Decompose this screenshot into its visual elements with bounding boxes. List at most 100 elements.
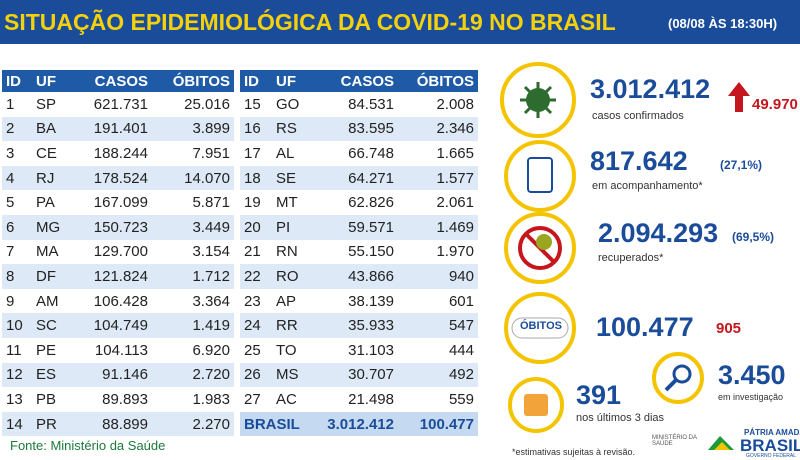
monitoring-label: em acompanhamento* (592, 180, 703, 192)
table-cell: 20 (244, 218, 261, 236)
table-cell: 7.951 (192, 144, 230, 162)
table-row: 23 AP 38.139 601 (240, 289, 478, 314)
table-cell: 26 (244, 366, 261, 384)
table-right: ID UF CASOS ÓBITOS 15 GO 84.531 2.008 16 RS 83.595… (240, 70, 478, 437)
table-cell: SE (276, 169, 297, 187)
table-row: 5 PA 167.099 5.871 (2, 190, 234, 215)
investigation-icon (652, 352, 704, 404)
table-row: 3 CE 188.244 7.951 (2, 141, 234, 166)
table-cell: 3 (6, 144, 15, 162)
table-cell: 7 (6, 243, 15, 261)
table-cell: RR (276, 317, 298, 335)
table-cell: RO (276, 267, 299, 285)
table-cell: 27 (244, 390, 261, 408)
table-cell: PI (276, 218, 291, 236)
confirmed-increase: 49.970 (752, 96, 798, 113)
table-cell: 8 (6, 267, 15, 285)
table-cell: 3.364 (192, 292, 230, 310)
table-row: 15 GO 84.531 2.008 (240, 92, 478, 117)
table-cell: 66.748 (348, 144, 394, 162)
table-cell: 121.824 (93, 267, 148, 285)
investigation-label: em investigação (718, 392, 784, 402)
table-cell: 104.113 (94, 341, 148, 359)
table-row: 24 RR 35.933 547 (240, 313, 478, 338)
table-cell: 24 (244, 317, 261, 335)
table-row: 11 PE 104.113 6.920 (2, 338, 234, 363)
table-cell: 9 (6, 292, 15, 310)
table-row: 12 ES 91.146 2.720 (2, 362, 234, 388)
column-header: UF (36, 72, 56, 90)
table-cell: SC (36, 317, 57, 335)
table-cell: 25 (244, 341, 261, 359)
ministry: MINISTÉRIO DA SAÚDE (652, 435, 697, 447)
table-cell: 3.899 (192, 120, 230, 138)
table-row: 21 RN 55.150 1.970 (240, 240, 478, 265)
table-row: 9 AM 106.428 3.364 (2, 289, 234, 314)
table-cell: GO (276, 95, 300, 113)
table-row: 19 MT 62.826 2.061 (240, 190, 478, 215)
investigation-value: 3.450 (718, 360, 786, 390)
column-header: ÓBITOS (172, 72, 230, 90)
table-cell: 16 (244, 120, 261, 138)
table-cell: 3.449 (192, 218, 230, 236)
table-row: 25 TO 31.103 444 (240, 338, 478, 363)
table-cell: SP (36, 95, 57, 113)
arrows (728, 82, 750, 112)
table-cell: 178.524 (93, 169, 148, 187)
table-cell: 621.731 (93, 95, 148, 113)
header-band (0, 0, 800, 44)
confirmed-value: 3.012.412 (590, 74, 711, 104)
column-header: CASOS (94, 72, 148, 90)
total-row: BRASIL 3.012.412 100.477 (240, 411, 478, 437)
table-cell: 15 (244, 95, 261, 113)
table-row: 16 RS 83.595 2.346 (240, 116, 478, 142)
deaths-badge: ÓBITOS (520, 320, 562, 332)
table-cell: RJ (36, 169, 55, 187)
table-cell: BA (36, 120, 57, 138)
table-cell: RS (276, 120, 297, 138)
gov: GOVERNO FEDERAL (746, 453, 797, 459)
table-cell: 1.665 (436, 144, 474, 162)
table-row: 10 SC 104.749 1.419 (2, 313, 234, 338)
table-cell: 38.139 (348, 292, 394, 310)
table-cell: MS (276, 366, 299, 384)
table-row: 4 RJ 178.524 14.070 (2, 165, 234, 191)
table-cell: 188.244 (93, 144, 148, 162)
table-cell: 91.146 (102, 366, 148, 384)
table-cell: 3.154 (192, 243, 230, 261)
table-row: 1 SP 621.731 25.016 (2, 92, 234, 117)
table-cell: 30.707 (348, 366, 394, 384)
table-cell: 559 (448, 390, 474, 408)
recovered-value: 2.094.293 (598, 218, 719, 248)
table-cell: 1.419 (192, 317, 230, 335)
table-cell: 23 (244, 292, 261, 310)
table-cell: 191.401 (93, 120, 148, 138)
source: Fonte: Ministério da Saúde (10, 438, 166, 453)
table-cell: 31.103 (348, 341, 394, 359)
header-row: ID UF CASOS ÓBITOS (2, 70, 234, 92)
table-cell: 444 (448, 341, 474, 359)
table-cell: 1.469 (436, 218, 474, 236)
table-cell: PE (36, 341, 57, 359)
header-row: ID UF CASOS ÓBITOS (240, 70, 478, 92)
table-cell: 21.498 (348, 390, 394, 408)
table-cell: 89.893 (102, 390, 148, 408)
table-cell: 5 (6, 194, 15, 212)
table-cell: AL (276, 144, 295, 162)
table-cell: 1.983 (192, 390, 230, 408)
table-cell: PR (36, 415, 57, 433)
table-cell: 11 (6, 341, 22, 359)
table-cell: 83.595 (348, 120, 394, 138)
table-cell: 14.070 (184, 169, 230, 187)
table-cell: PB (36, 390, 57, 408)
column-header: ÓBITOS (416, 72, 474, 90)
total-obitos: 100.477 (419, 415, 474, 433)
table-cell: 2.061 (436, 194, 474, 212)
table-cell: 13 (6, 390, 23, 408)
title: SITUAÇÃO EPIDEMIOLÓGICA DA COVID-19 NO B… (4, 9, 616, 35)
column-header: ID (244, 72, 259, 90)
table-cell: 2 (6, 120, 15, 138)
table-cell: 4 (6, 169, 15, 187)
table-cell: 22 (244, 267, 261, 285)
